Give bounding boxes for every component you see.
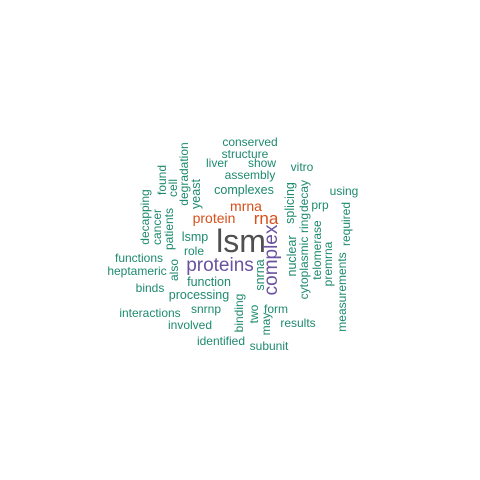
word-rna: rna bbox=[254, 209, 279, 228]
word-using: using bbox=[330, 184, 359, 198]
word-identified: identified bbox=[197, 334, 245, 348]
word-measurements: measurements bbox=[335, 252, 349, 331]
word-snrna: snrna bbox=[253, 259, 267, 290]
word-binds: binds bbox=[136, 281, 165, 295]
word-protein: protein bbox=[193, 210, 236, 226]
word-prp: prp bbox=[311, 198, 329, 212]
word-may: may bbox=[259, 313, 273, 336]
word-function: function bbox=[187, 275, 231, 289]
word-functions: functions bbox=[115, 251, 163, 265]
word-conserved: conserved bbox=[222, 135, 277, 149]
word-cell: cell bbox=[166, 179, 180, 197]
word-two: two bbox=[247, 304, 261, 323]
word-results: results bbox=[280, 316, 315, 330]
word-snrnp: snrnp bbox=[191, 302, 221, 316]
word-degradation: degradation bbox=[177, 142, 191, 205]
word-liver: liver bbox=[206, 156, 228, 170]
word-show: show bbox=[248, 156, 276, 170]
word-subunit: subunit bbox=[250, 339, 289, 353]
word-yeast: yeast bbox=[189, 179, 203, 209]
word-patients: patients bbox=[162, 208, 176, 250]
word-also: also bbox=[167, 259, 181, 281]
word-lsmp: lsmp bbox=[182, 230, 208, 244]
word-complexes: complexes bbox=[214, 183, 274, 197]
word-premrna: premrna bbox=[321, 241, 335, 286]
word-form: form bbox=[264, 302, 288, 316]
word-processing: processing bbox=[169, 288, 229, 302]
word-proteins: proteins bbox=[186, 255, 254, 276]
word-decay: decay bbox=[297, 180, 311, 212]
word-role: role bbox=[184, 244, 204, 258]
word-binding: binding bbox=[232, 294, 246, 333]
word-ring: ring bbox=[297, 213, 311, 233]
word-splicing: splicing bbox=[283, 182, 297, 224]
word-cancer: cancer bbox=[150, 209, 164, 245]
word-mrna: mrna bbox=[230, 198, 262, 214]
word-structure: structure bbox=[222, 147, 269, 161]
word-assembly: assembly bbox=[225, 168, 276, 182]
word-required: required bbox=[339, 202, 353, 246]
word-involved: involved bbox=[168, 318, 212, 332]
word-lsm: lsm bbox=[216, 223, 266, 259]
word-found: found bbox=[155, 165, 169, 195]
word-heptameric: heptameric bbox=[107, 264, 166, 278]
word-vitro: vitro bbox=[291, 160, 314, 174]
word-cytoplasmic: cytoplasmic bbox=[297, 237, 311, 300]
word-nuclear: nuclear bbox=[285, 236, 299, 277]
word-complex: complex bbox=[261, 224, 282, 295]
word-interactions: interactions bbox=[119, 306, 180, 320]
word-decapping: decapping bbox=[138, 189, 152, 244]
word-telomerase: telomerase bbox=[310, 220, 324, 280]
